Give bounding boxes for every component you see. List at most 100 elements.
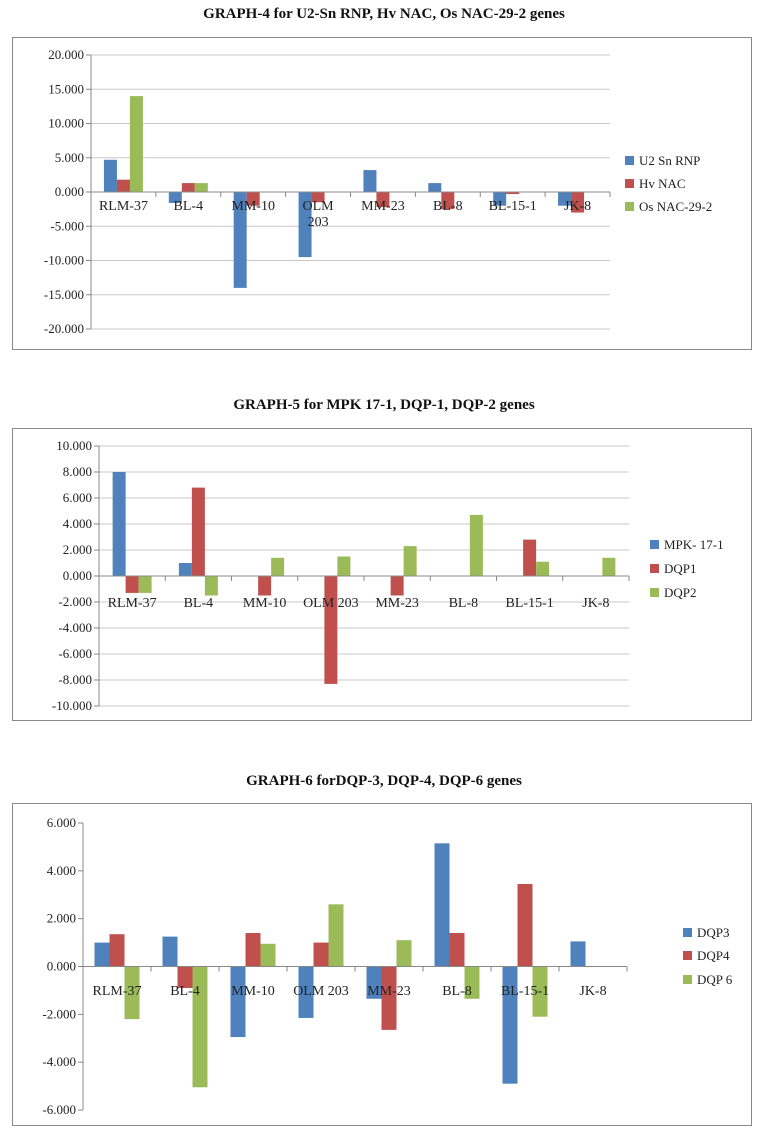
bar-hv-nac-7	[571, 192, 585, 213]
x-category-label: MM-23	[375, 596, 419, 611]
y-tick-label: 5.000	[55, 150, 84, 165]
bar-dqp-6-1	[192, 966, 208, 1088]
legend-label: DQP 6	[697, 972, 733, 987]
chart-3-plot: 6.000 4.000 2.000 0.000 -2.000 -4.000 -6.000 RL…	[42, 815, 733, 1117]
x-category-label: 203	[308, 215, 329, 230]
y-tick-label: 2.000	[63, 542, 92, 557]
bar-dqp1-2	[258, 576, 272, 596]
x-category-label: MM-10	[231, 984, 275, 999]
bar-os-nac-29-2-0	[129, 96, 143, 192]
bar-dqp4-3	[313, 942, 329, 967]
legend-label: DQP2	[664, 585, 697, 600]
y-tick-label: -2.000	[58, 594, 92, 609]
bar-mpk-17-1-1	[178, 563, 192, 576]
bar-dqp2-1	[204, 576, 218, 596]
legend-swatch	[625, 156, 634, 165]
bar-dqp4-1	[177, 966, 193, 989]
legend-label: DQP4	[697, 948, 730, 963]
bar-dqp-6-4	[396, 940, 412, 967]
bar-dqp2-3	[337, 556, 351, 576]
bar-dqp2-5	[469, 514, 483, 576]
y-tick-label: -10.000	[44, 253, 84, 268]
bar-os-nac-29-2-1	[194, 183, 208, 192]
y-tick-label: 4.000	[47, 863, 76, 878]
bar-u2-sn-rnp-4	[363, 170, 377, 192]
bar-dqp2-4	[403, 546, 417, 576]
bar-dqp3-1	[162, 936, 178, 967]
y-tick-label: -10.000	[52, 698, 92, 713]
bar-dqp3-3	[298, 966, 314, 1018]
y-tick-label: 10.000	[56, 438, 92, 453]
x-category-label: BL-15-1	[501, 984, 549, 999]
legend-label: U2 Sn RNP	[639, 153, 700, 168]
x-category-label: OLM 203	[303, 596, 359, 611]
y-tick-label: 2.000	[47, 911, 76, 926]
legend-swatch	[650, 588, 659, 597]
legend-label: MPK- 17-1	[664, 537, 724, 552]
legend-swatch	[650, 564, 659, 573]
bar-dqp-6-5	[464, 966, 480, 999]
bar-hv-nac-1	[181, 183, 195, 192]
bar-dqp1-3	[324, 576, 338, 684]
x-category-label: OLM 203	[293, 984, 349, 999]
chart-1-title: GRAPH-4 for U2-Sn RNP, Hv NAC, Os NAC-29…	[203, 6, 565, 22]
bar-u2-sn-rnp-2	[233, 192, 247, 288]
y-tick-label: 4.000	[63, 516, 92, 531]
bar-dqp3-2	[230, 966, 246, 1038]
legend-label: DQP1	[664, 561, 697, 576]
x-category-label: BL-4	[184, 596, 214, 611]
bar-hv-nac-6	[506, 192, 520, 195]
y-tick-label: -4.000	[58, 620, 92, 635]
bar-u2-sn-rnp-7	[558, 192, 572, 206]
x-category-label: MM-23	[367, 984, 411, 999]
x-category-label: BL-4	[174, 199, 204, 214]
y-tick-label: 6.000	[63, 490, 92, 505]
bar-u2-sn-rnp-6	[493, 192, 507, 206]
chart-2-frame: 10.000 8.000 6.000 4.000 2.000 0.000 -2.000 -4.…	[12, 428, 752, 721]
bar-dqp-6-3	[328, 904, 344, 967]
bar-dqp1-6	[523, 539, 537, 576]
legend-swatch	[650, 540, 659, 549]
x-category-label: BL-8	[433, 199, 463, 214]
bar-hv-nac-3	[311, 192, 325, 203]
x-category-label: JK-8	[564, 199, 591, 214]
bar-dqp4-0	[109, 934, 125, 967]
chart-2-plot: 10.000 8.000 6.000 4.000 2.000 0.000 -2.000 -4.…	[52, 438, 724, 713]
y-tick-label: 0.000	[63, 568, 92, 583]
x-category-label: RLM-37	[93, 984, 142, 999]
bar-dqp3-0	[94, 942, 110, 967]
bar-dqp4-6	[517, 883, 533, 967]
y-tick-label: -2.000	[42, 1006, 76, 1021]
x-category-label: BL-8	[449, 596, 479, 611]
legend-swatch	[683, 928, 692, 937]
x-category-label: BL-4	[170, 984, 200, 999]
x-category-label: BL-15-1	[489, 199, 537, 214]
bar-u2-sn-rnp-5	[428, 183, 442, 192]
bar-mpk-17-1-0	[112, 472, 126, 576]
y-tick-label: -6.000	[58, 646, 92, 661]
y-tick-label: -15.000	[44, 287, 84, 302]
legend-swatch	[683, 951, 692, 960]
bar-dqp3-4	[366, 966, 382, 999]
y-tick-label: 10.000	[48, 116, 84, 131]
legend-swatch	[683, 975, 692, 984]
bar-dqp3-7	[570, 941, 586, 967]
bar-dqp4-4	[381, 966, 397, 1030]
x-category-label: MM-10	[243, 596, 287, 611]
bar-dqp1-4	[390, 576, 404, 596]
x-category-label: OLM	[303, 199, 335, 214]
y-tick-label: 8.000	[63, 464, 92, 479]
legend-label: DQP3	[697, 925, 730, 940]
bar-u2-sn-rnp-0	[103, 159, 117, 192]
y-tick-label: -4.000	[42, 1054, 76, 1069]
bar-dqp3-6	[502, 966, 518, 1084]
bar-dqp-6-0	[124, 966, 140, 1020]
x-category-label: RLM-37	[108, 596, 157, 611]
legend-label: Os NAC-29-2	[639, 199, 712, 214]
x-category-label: MM-23	[361, 199, 405, 214]
bar-dqp-6-6	[532, 966, 548, 1017]
bar-dqp2-2	[271, 557, 285, 576]
chart-3-frame: 6.000 4.000 2.000 0.000 -2.000 -4.000 -6.000 RL…	[12, 803, 752, 1126]
y-tick-label: -20.000	[44, 321, 84, 336]
x-category-label: MM-10	[231, 199, 275, 214]
